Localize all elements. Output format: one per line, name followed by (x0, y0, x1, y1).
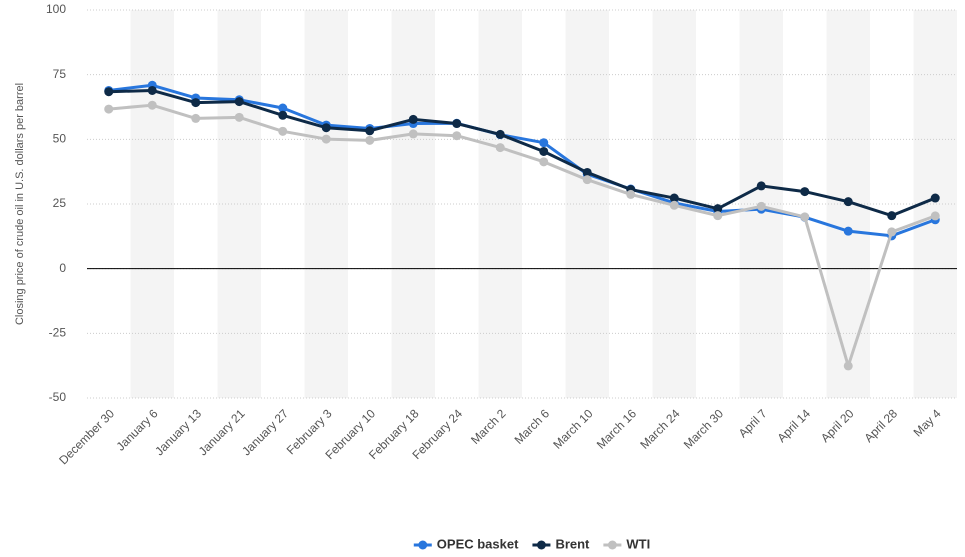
data-point (756, 201, 766, 211)
column-band (478, 10, 522, 398)
legend-item: Brent (532, 536, 590, 551)
data-point (104, 104, 114, 114)
legend: OPEC basket Brent WTI (413, 536, 650, 551)
data-point (234, 97, 244, 107)
data-point (365, 126, 375, 136)
legend-item: WTI (603, 536, 650, 551)
legend-label: WTI (626, 536, 650, 551)
data-point (626, 189, 636, 199)
data-point (539, 157, 549, 167)
x-tick-label: March 30 (681, 406, 727, 452)
data-point (191, 98, 201, 108)
legend-item: OPEC basket (413, 536, 519, 551)
x-tick-label: December 30 (56, 406, 117, 467)
y-tick-label: 100 (46, 2, 66, 16)
x-tick-label: March 10 (550, 406, 596, 452)
y-tick-label: 50 (53, 132, 67, 146)
data-point (669, 193, 679, 203)
x-tick-label: April 20 (818, 406, 857, 445)
x-tick-label: March 16 (594, 406, 640, 452)
data-point (234, 112, 244, 122)
legend-swatch (607, 540, 617, 550)
legend-label: Brent (555, 536, 590, 551)
column-band (391, 10, 435, 398)
data-point (408, 129, 418, 139)
data-point (278, 110, 288, 120)
data-point (669, 200, 679, 210)
x-tick-label: March 2 (468, 406, 509, 447)
x-tick-label: May 4 (911, 406, 944, 439)
y-tick-label: 75 (53, 67, 67, 81)
data-point (582, 175, 592, 185)
data-point (495, 143, 505, 153)
data-point (365, 135, 375, 145)
data-point (147, 85, 157, 95)
column-band (565, 10, 609, 398)
legend-swatch (536, 540, 546, 550)
x-tick-label: April 14 (774, 406, 813, 445)
data-point (713, 211, 723, 221)
y-axis-label: Closing price of crude oil in U.S. dolla… (14, 83, 26, 325)
data-point (539, 138, 549, 148)
y-tick-label: 0 (59, 261, 66, 275)
data-point (756, 181, 766, 191)
data-point (800, 187, 810, 197)
column-band (304, 10, 348, 398)
y-tick-label: -50 (49, 390, 67, 404)
data-point (278, 126, 288, 136)
data-point (843, 226, 853, 236)
data-point (582, 167, 592, 177)
data-point (930, 211, 940, 221)
data-point (843, 197, 853, 207)
legend-label: OPEC basket (437, 536, 519, 551)
data-point (800, 212, 810, 222)
data-point (408, 114, 418, 124)
x-tick-label: April 7 (736, 406, 770, 440)
y-tick-label: -25 (49, 326, 67, 340)
data-point (452, 119, 462, 129)
data-point (843, 361, 853, 371)
data-point (887, 211, 897, 221)
data-point (278, 103, 288, 113)
data-point (452, 131, 462, 141)
data-point (713, 204, 723, 214)
data-point (321, 123, 331, 133)
data-point (321, 134, 331, 144)
x-tick-label: January 27 (239, 406, 291, 458)
data-point (147, 100, 157, 110)
legend-swatch (418, 540, 428, 550)
column-band (130, 10, 174, 398)
data-point (930, 193, 940, 203)
data-point (887, 227, 897, 237)
data-point (539, 146, 549, 156)
series-line (108, 103, 936, 368)
data-point (104, 87, 114, 97)
data-point (495, 129, 505, 139)
x-tick-label: March 24 (637, 406, 683, 452)
y-tick-label: 25 (53, 196, 67, 210)
data-point (191, 113, 201, 123)
column-band (217, 10, 261, 398)
series-line (108, 88, 936, 218)
x-tick-label: March 6 (512, 406, 553, 447)
x-tick-label: April 28 (861, 406, 900, 445)
